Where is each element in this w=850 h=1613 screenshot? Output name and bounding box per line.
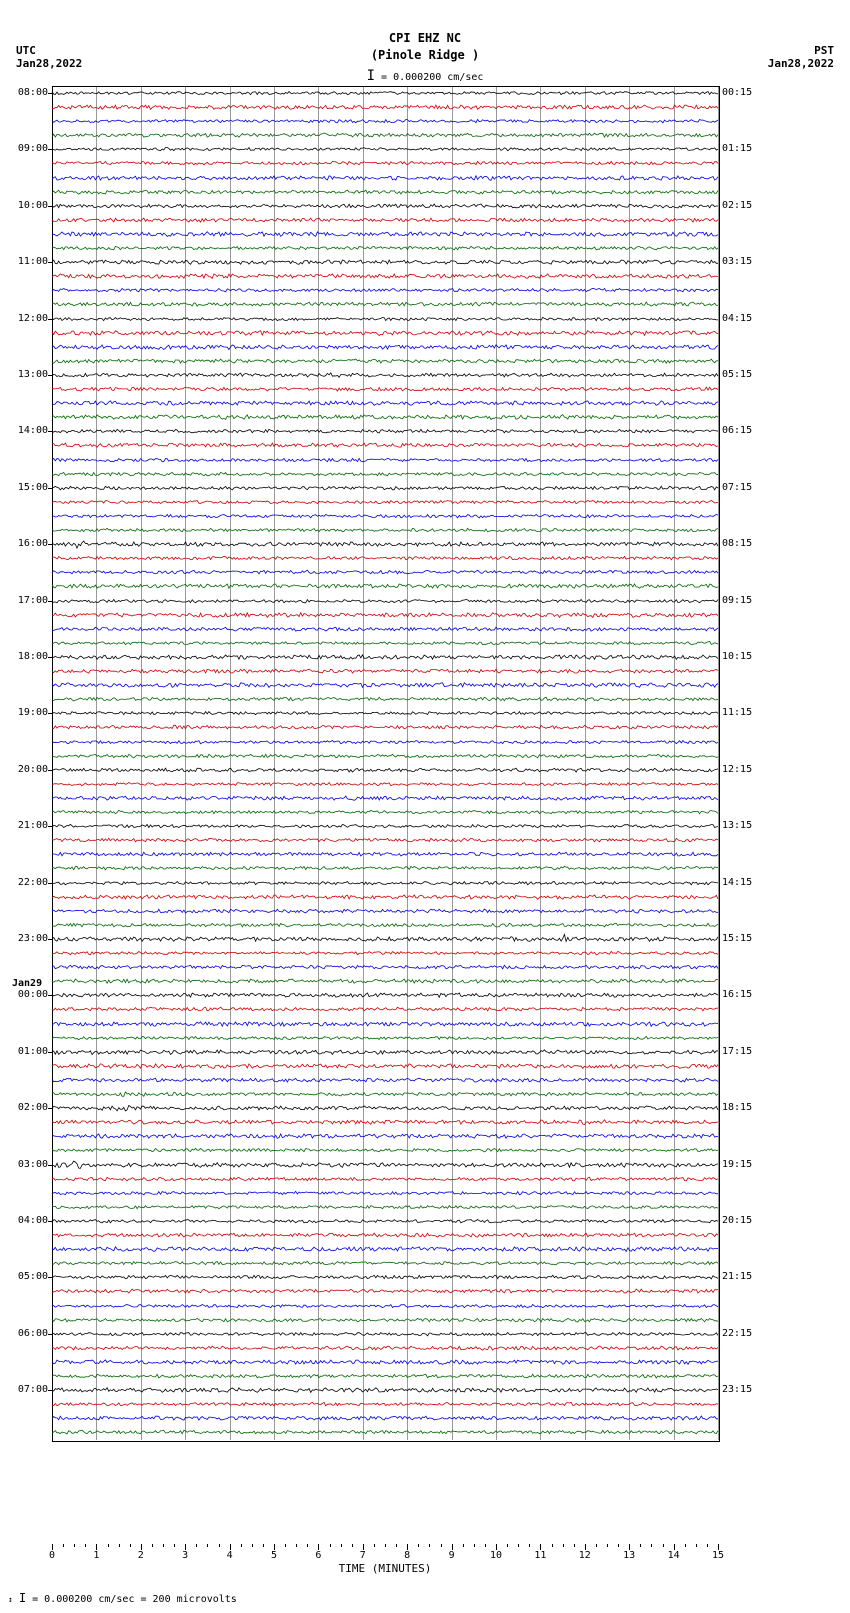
x-tick-label: 4 (220, 1550, 240, 1561)
x-tick-label: 14 (664, 1550, 684, 1561)
pst-time-label: 07:15 (722, 482, 762, 493)
utc-time-label: 19:00 (8, 707, 48, 718)
utc-time-label: 21:00 (8, 820, 48, 831)
x-tick-label: 3 (175, 1550, 195, 1561)
pst-time-label: 09:15 (722, 595, 762, 606)
pst-time-label: 21:15 (722, 1271, 762, 1282)
x-tick-label: 1 (86, 1550, 106, 1561)
pst-time-label: 06:15 (722, 425, 762, 436)
utc-header: UTC Jan28,2022 (16, 44, 82, 70)
x-tick-label: 13 (619, 1550, 639, 1561)
pst-time-label: 12:15 (722, 764, 762, 775)
pst-time-label: 00:15 (722, 87, 762, 98)
utc-time-label: 23:00 (8, 933, 48, 944)
utc-time-label: 05:00 (8, 1271, 48, 1282)
x-tick-label: 12 (575, 1550, 595, 1561)
x-tick-label: 7 (353, 1550, 373, 1561)
pst-time-label: 01:15 (722, 143, 762, 154)
pst-time-label: 03:15 (722, 256, 762, 267)
pst-time-label: 16:15 (722, 989, 762, 1000)
footer-scale: ↕ I = 0.000200 cm/sec = 200 microvolts (8, 1591, 237, 1605)
utc-time-label: 11:00 (8, 256, 48, 267)
pst-time-label: 23:15 (722, 1384, 762, 1395)
utc-time-label: 13:00 (8, 369, 48, 380)
utc-time-label: 01:00 (8, 1046, 48, 1057)
pst-header: PST Jan28,2022 (768, 44, 834, 70)
utc-time-label: 22:00 (8, 877, 48, 888)
plot-area (52, 86, 718, 1541)
pst-time-label: 19:15 (722, 1159, 762, 1170)
pst-time-label: 18:15 (722, 1102, 762, 1113)
pst-time-label: 04:15 (722, 313, 762, 324)
x-tick-label: 5 (264, 1550, 284, 1561)
footer-text: = 0.000200 cm/sec = 200 microvolts (32, 1594, 237, 1605)
utc-text: UTC (16, 44, 82, 57)
utc-time-label: 16:00 (8, 538, 48, 549)
x-tick-label: 15 (708, 1550, 728, 1561)
utc-time-label: 00:00 (8, 989, 48, 1000)
seismogram-container: CPI EHZ NC (Pinole Ridge ) UTC Jan28,202… (0, 0, 850, 1613)
x-tick-label: 10 (486, 1550, 506, 1561)
utc-time-label: 08:00 (8, 87, 48, 98)
utc-time-label: 18:00 (8, 651, 48, 662)
pst-time-label: 17:15 (722, 1046, 762, 1057)
x-tick-label: 6 (308, 1550, 328, 1561)
pst-time-label: 14:15 (722, 877, 762, 888)
utc-time-label: 15:00 (8, 482, 48, 493)
pst-time-label: 11:15 (722, 707, 762, 718)
utc-time-label: 09:00 (8, 143, 48, 154)
x-tick-label: 9 (442, 1550, 462, 1561)
pst-time-label: 05:15 (722, 369, 762, 380)
utc-time-label: 04:00 (8, 1215, 48, 1226)
utc-date-marker: Jan29 (12, 978, 42, 989)
utc-time-label: 12:00 (8, 313, 48, 324)
chart-header: CPI EHZ NC (Pinole Ridge ) (0, 30, 850, 64)
station-location: (Pinole Ridge ) (0, 47, 850, 64)
utc-time-label: 20:00 (8, 764, 48, 775)
utc-time-label: 02:00 (8, 1102, 48, 1113)
x-tick-label: 8 (397, 1550, 417, 1561)
x-axis-title: TIME (MINUTES) (52, 1562, 718, 1575)
x-tick-label: 11 (530, 1550, 550, 1561)
pst-time-label: 08:15 (722, 538, 762, 549)
pst-time-label: 22:15 (722, 1328, 762, 1339)
utc-time-label: 10:00 (8, 200, 48, 211)
utc-time-label: 06:00 (8, 1328, 48, 1339)
pst-time-label: 13:15 (722, 820, 762, 831)
x-tick-label: 0 (42, 1550, 62, 1561)
pst-time-label: 15:15 (722, 933, 762, 944)
x-tick-label: 2 (131, 1550, 151, 1561)
pst-time-label: 02:15 (722, 200, 762, 211)
station-code: CPI EHZ NC (0, 30, 850, 47)
utc-time-label: 03:00 (8, 1159, 48, 1170)
utc-time-label: 07:00 (8, 1384, 48, 1395)
utc-time-label: 14:00 (8, 425, 48, 436)
pst-time-label: 20:15 (722, 1215, 762, 1226)
pst-time-label: 10:15 (722, 651, 762, 662)
utc-time-label: 17:00 (8, 595, 48, 606)
pst-text: PST (768, 44, 834, 57)
